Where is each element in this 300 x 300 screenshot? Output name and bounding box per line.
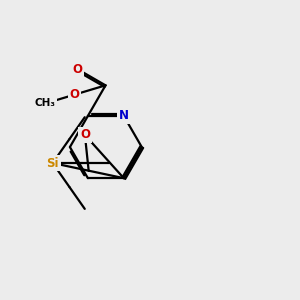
Text: N: N [119,110,129,122]
Text: O: O [70,88,80,101]
Text: O: O [73,63,82,76]
Text: Si: Si [46,157,59,169]
Text: CH₃: CH₃ [34,98,55,108]
Text: O: O [80,128,90,142]
